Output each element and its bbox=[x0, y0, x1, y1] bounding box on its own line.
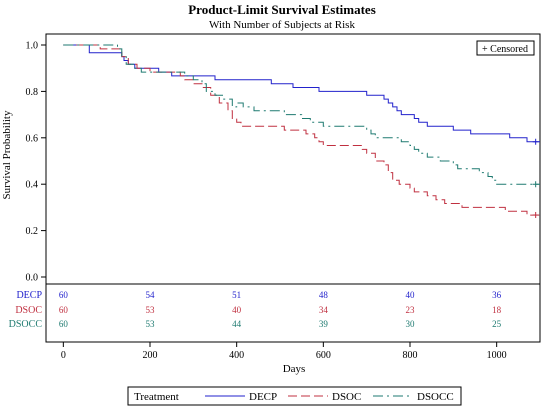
at-risk-count: 36 bbox=[492, 290, 502, 300]
y-tick-label: 0.8 bbox=[26, 87, 39, 98]
series-line-dsocc bbox=[63, 44, 540, 185]
x-axis: 0 200 400 600 800 1000 bbox=[61, 342, 507, 361]
legend-title: Treatment bbox=[134, 391, 179, 403]
chart-subtitle: With Number of Subjects at Risk bbox=[209, 19, 355, 31]
at-risk-count: 18 bbox=[492, 305, 502, 315]
y-tick-label: 0.0 bbox=[26, 273, 39, 284]
at-risk-count: 51 bbox=[232, 290, 241, 300]
y-tick-label: 0.4 bbox=[26, 180, 39, 191]
x-tick-label: 200 bbox=[143, 350, 158, 361]
y-axis-label: Survival Probability bbox=[1, 110, 13, 199]
x-axis-label: Days bbox=[283, 363, 306, 375]
at-risk-count: 25 bbox=[492, 319, 502, 329]
at-risk-count: 23 bbox=[406, 305, 416, 315]
chart-title: Product-Limit Survival Estimates bbox=[188, 2, 376, 17]
at-risk-count: 60 bbox=[59, 290, 69, 300]
at-risk-row-label: DECP bbox=[16, 290, 42, 301]
at-risk-count: 48 bbox=[319, 290, 329, 300]
censored-legend-label: + Censored bbox=[482, 44, 528, 55]
censor-mark-dsoc bbox=[532, 212, 539, 219]
at-risk-count: 40 bbox=[232, 305, 242, 315]
x-tick-label: 0 bbox=[61, 350, 66, 361]
y-tick-label: 1.0 bbox=[26, 41, 39, 52]
at-risk-count: 30 bbox=[406, 319, 416, 329]
censored-legend-box: + Censored bbox=[476, 40, 535, 56]
x-tick-label: 800 bbox=[403, 350, 418, 361]
legend: Treatment DECP DSOC DSOCC bbox=[127, 386, 462, 406]
legend-label-dsoc: DSOC bbox=[332, 391, 361, 403]
legend-items: DECP DSOC DSOCC bbox=[205, 391, 454, 403]
at-risk-count: 40 bbox=[406, 290, 416, 300]
at-risk-count: 34 bbox=[319, 305, 329, 315]
y-tick-label: 0.2 bbox=[26, 226, 39, 237]
y-axis: 0.0 0.2 0.4 0.6 0.8 1.0 bbox=[26, 41, 46, 284]
series-line-decp bbox=[63, 44, 540, 143]
at-risk-count: 60 bbox=[59, 319, 69, 329]
x-tick-label: 600 bbox=[316, 350, 331, 361]
x-tick-label: 400 bbox=[229, 350, 244, 361]
censor-mark-decp bbox=[532, 138, 539, 145]
survival-curves bbox=[63, 44, 540, 219]
at-risk-row-label: DSOC bbox=[15, 305, 42, 316]
at-risk-row-label: DSOCC bbox=[9, 319, 43, 330]
at-risk-count: 54 bbox=[146, 290, 156, 300]
at-risk-count: 44 bbox=[232, 319, 242, 329]
at-risk-count: 53 bbox=[146, 305, 156, 315]
at-risk-count: 39 bbox=[319, 319, 329, 329]
x-tick-label: 1000 bbox=[487, 350, 507, 361]
at-risk-count: 53 bbox=[146, 319, 156, 329]
censored-legend-frame bbox=[476, 40, 535, 56]
at-risk-count: 60 bbox=[59, 305, 69, 315]
legend-label-dsocc: DSOCC bbox=[417, 391, 454, 403]
legend-label-decp: DECP bbox=[249, 391, 277, 403]
censor-mark-dsocc bbox=[532, 181, 539, 188]
y-tick-label: 0.6 bbox=[26, 133, 39, 144]
plot-frame bbox=[45, 33, 541, 343]
at-risk-table: DECP 60 54 51 48 40 36 DSOC 60 53 40 34 23 18 DSOCC 60 5… bbox=[9, 290, 502, 330]
series-line-dsoc bbox=[63, 44, 540, 216]
